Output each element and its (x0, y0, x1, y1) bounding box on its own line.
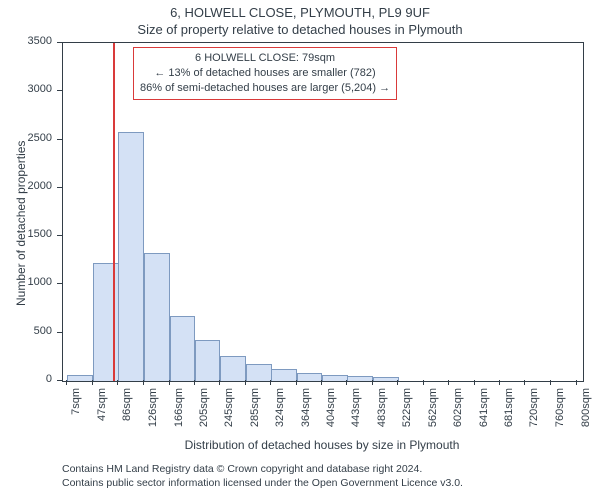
y-tick-mark (57, 139, 62, 140)
plot-area: 6 HOLWELL CLOSE: 79sqm← 13% of detached … (62, 42, 584, 382)
x-axis-label: Distribution of detached houses by size … (62, 438, 582, 452)
x-tick-mark (576, 380, 577, 385)
x-tick-label: 126sqm (147, 388, 159, 438)
annotation-box: 6 HOLWELL CLOSE: 79sqm← 13% of detached … (133, 47, 397, 100)
x-tick-label: 483sqm (376, 388, 388, 438)
x-tick-mark (143, 380, 144, 385)
y-tick-label: 1500 (0, 228, 52, 240)
x-tick-mark (550, 380, 551, 385)
histogram-bar (297, 373, 323, 381)
x-tick-mark (346, 380, 347, 385)
histogram-bar (67, 375, 93, 381)
histogram-bar (144, 253, 170, 381)
x-tick-label: 7sqm (70, 388, 82, 438)
title-address: 6, HOLWELL CLOSE, PLYMOUTH, PL9 9UF (0, 5, 600, 20)
x-tick-mark (397, 380, 398, 385)
y-tick-mark (57, 380, 62, 381)
x-tick-label: 285sqm (249, 388, 261, 438)
x-tick-label: 641sqm (478, 388, 490, 438)
x-tick-mark (448, 380, 449, 385)
x-tick-mark (66, 380, 67, 385)
y-tick-mark (57, 283, 62, 284)
y-tick-mark (57, 187, 62, 188)
y-tick-label: 500 (0, 325, 52, 337)
x-tick-label: 364sqm (300, 388, 312, 438)
histogram-bar (246, 364, 272, 381)
x-tick-mark (372, 380, 373, 385)
x-tick-mark (117, 380, 118, 385)
histogram-bar (220, 356, 246, 381)
annotation-line1: 6 HOLWELL CLOSE: 79sqm (140, 51, 390, 66)
histogram-bar (373, 377, 399, 381)
histogram-bar (322, 375, 348, 381)
chart-container: 6, HOLWELL CLOSE, PLYMOUTH, PL9 9UF Size… (0, 0, 600, 500)
x-tick-label: 800sqm (580, 388, 592, 438)
x-tick-mark (194, 380, 195, 385)
y-tick-label: 2000 (0, 180, 52, 192)
x-tick-label: 602sqm (452, 388, 464, 438)
y-tick-label: 3000 (0, 83, 52, 95)
x-tick-label: 205sqm (198, 388, 210, 438)
x-tick-label: 245sqm (223, 388, 235, 438)
property-marker-line (113, 43, 115, 381)
title-subtitle: Size of property relative to detached ho… (0, 22, 600, 37)
x-tick-label: 720sqm (528, 388, 540, 438)
histogram-bar (170, 316, 196, 381)
histogram-bar (271, 369, 297, 381)
x-tick-label: 522sqm (401, 388, 413, 438)
y-tick-mark (57, 90, 62, 91)
x-tick-label: 47sqm (96, 388, 108, 438)
y-tick-label: 2500 (0, 132, 52, 144)
x-tick-mark (219, 380, 220, 385)
x-tick-mark (296, 380, 297, 385)
x-tick-label: 443sqm (350, 388, 362, 438)
x-tick-label: 324sqm (274, 388, 286, 438)
y-tick-label: 3500 (0, 35, 52, 47)
x-tick-mark (321, 380, 322, 385)
x-tick-label: 681sqm (503, 388, 515, 438)
x-tick-label: 760sqm (554, 388, 566, 438)
histogram-bar (93, 263, 119, 381)
histogram-bar (195, 340, 221, 381)
x-tick-mark (169, 380, 170, 385)
histogram-bar (118, 132, 144, 381)
x-tick-mark (423, 380, 424, 385)
annotation-line2: ← 13% of detached houses are smaller (78… (140, 66, 390, 81)
x-tick-mark (474, 380, 475, 385)
x-tick-mark (270, 380, 271, 385)
y-tick-label: 1000 (0, 276, 52, 288)
footer-attribution: Contains HM Land Registry data © Crown c… (62, 462, 463, 490)
y-tick-mark (57, 332, 62, 333)
x-tick-label: 404sqm (325, 388, 337, 438)
x-tick-mark (524, 380, 525, 385)
y-tick-mark (57, 42, 62, 43)
x-tick-mark (499, 380, 500, 385)
y-tick-mark (57, 235, 62, 236)
x-tick-label: 86sqm (121, 388, 133, 438)
y-tick-label: 0 (0, 373, 52, 385)
footer-line2: Contains public sector information licen… (62, 476, 463, 490)
annotation-line3: 86% of semi-detached houses are larger (… (140, 81, 390, 96)
x-tick-label: 562sqm (427, 388, 439, 438)
x-tick-mark (245, 380, 246, 385)
footer-line1: Contains HM Land Registry data © Crown c… (62, 462, 463, 476)
x-tick-mark (92, 380, 93, 385)
x-tick-label: 166sqm (173, 388, 185, 438)
histogram-bar (347, 376, 373, 381)
